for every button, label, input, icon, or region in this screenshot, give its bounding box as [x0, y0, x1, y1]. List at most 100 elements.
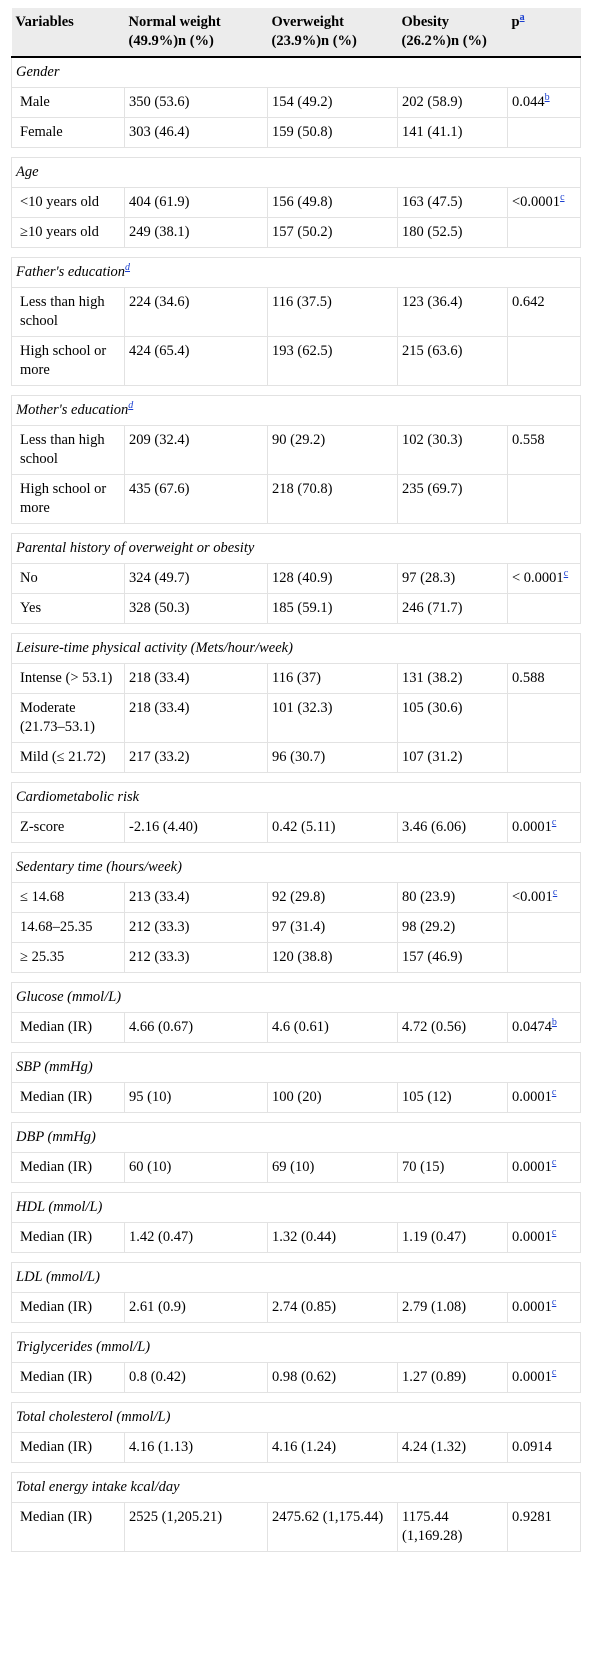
cell-value: 2.61 (0.9) — [129, 1299, 186, 1315]
header-cell: Obesity (26.2%)n (%) — [397, 8, 508, 58]
data-row: Median (IR) 4.16 (1.13) 4.16 (1.24) 4.24 (1… — [11, 1432, 581, 1463]
section-title-text: SBP (mmHg) — [16, 1059, 93, 1075]
value-cell: 1175.44 (1,169.28) — [397, 1502, 508, 1552]
footnote-ref: c — [552, 1297, 556, 1308]
value-cell: 98 (29.2) — [397, 912, 508, 943]
footnote-link[interactable]: c — [551, 1157, 557, 1169]
value-cell: 0.0001c — [507, 1082, 581, 1113]
section-title-text: Leisure-time physical activity (Mets/hou… — [16, 640, 293, 656]
value-cell: 213 (33.4) — [124, 882, 268, 913]
cell-value: 435 (67.6) — [129, 481, 190, 497]
cell-value: 0.42 (5.11) — [272, 819, 336, 835]
row-label: Less than high school — [20, 294, 105, 329]
row-label: <10 years old — [20, 194, 100, 210]
value-cell: 157 (50.2) — [267, 217, 398, 248]
cell-value: 235 (69.7) — [402, 481, 463, 497]
row-label: Female — [20, 124, 63, 140]
footnote-link[interactable]: d — [128, 400, 134, 412]
cell-value: 4.66 (0.67) — [129, 1019, 194, 1035]
value-cell: 90 (29.2) — [267, 425, 398, 475]
footnote-link[interactable]: c — [551, 1087, 557, 1099]
cell-value: 404 (61.9) — [129, 194, 190, 210]
value-cell: 2475.62 (1,175.44) — [267, 1502, 398, 1552]
spacer-row — [11, 247, 581, 258]
section-title-text: Age — [16, 164, 39, 180]
value-cell: 180 (52.5) — [397, 217, 508, 248]
value-cell: 120 (38.8) — [267, 942, 398, 973]
footnote-link[interactable]: c — [563, 568, 569, 580]
section-title: Total energy intake kcal/day — [11, 1472, 581, 1503]
footnote-ref: d — [125, 262, 130, 273]
spacer-cell — [11, 1042, 581, 1053]
footnote-link[interactable]: c — [552, 887, 558, 899]
value-cell: 95 (10) — [124, 1082, 268, 1113]
footnote-ref: c — [552, 1087, 556, 1098]
footnote-link[interactable]: b — [544, 92, 550, 104]
value-cell — [507, 117, 581, 148]
value-cell: 0.0001c — [507, 1292, 581, 1323]
row-label-cell: Median (IR) — [11, 1292, 125, 1323]
value-cell: 100 (20) — [267, 1082, 398, 1113]
value-cell: 0.9281 — [507, 1502, 581, 1552]
spacer-cell — [11, 772, 581, 783]
value-cell: 303 (46.4) — [124, 117, 268, 148]
value-cell: 202 (58.9) — [397, 87, 508, 118]
spacer-row — [11, 385, 581, 396]
data-row: Median (IR) 60 (10) 69 (10) 70 (15) 0.0001c — [11, 1152, 581, 1183]
section-title-text: Father's education — [16, 264, 126, 280]
cell-value: 0.0474 — [512, 1019, 552, 1035]
section-row: Leisure-time physical activity (Mets/hou… — [11, 633, 581, 664]
value-cell: 0.0474b — [507, 1012, 581, 1043]
value-cell: 60 (10) — [124, 1152, 268, 1183]
footnote-link[interactable]: c — [560, 192, 565, 204]
section-row: Gender — [11, 56, 581, 88]
section-title-text: Gender — [16, 64, 60, 80]
table-body: Gender Male 350 (53.6) 154 (49.2) 202 (58.9)… — [11, 56, 581, 1552]
data-row: Moderate (21.73–53.1) 218 (33.4) 101 (32.3… — [11, 693, 581, 743]
row-label-cell: High school or more — [11, 336, 125, 386]
footnote-link[interactable]: c — [551, 1227, 557, 1239]
value-cell: 435 (67.6) — [124, 474, 268, 524]
value-cell: 2.74 (0.85) — [267, 1292, 398, 1323]
value-cell: 70 (15) — [397, 1152, 508, 1183]
cell-value: 157 (50.2) — [272, 224, 333, 240]
row-label: High school or more — [20, 343, 107, 378]
spacer-row — [11, 1322, 581, 1333]
value-cell: 324 (49.7) — [124, 563, 268, 594]
cell-value: 0.8 (0.42) — [129, 1369, 186, 1385]
cell-value: 163 (47.5) — [402, 194, 463, 210]
row-label: Median (IR) — [20, 1369, 93, 1385]
spacer-row — [11, 1392, 581, 1403]
spacer-row — [11, 1462, 581, 1473]
row-label: ≥10 years old — [20, 224, 99, 240]
section-title-text: Mother's education — [16, 402, 129, 418]
footnote-link[interactable]: a — [519, 12, 525, 24]
cell-value: 218 (33.4) — [129, 700, 190, 716]
cell-value: 4.6 (0.61) — [272, 1019, 329, 1035]
footnote-link[interactable]: c — [551, 1367, 557, 1379]
footnote-link[interactable]: d — [125, 262, 131, 274]
data-row: Median (IR) 2525 (1,205.21) 2475.62 (1,175… — [11, 1502, 581, 1552]
section-title: Gender — [11, 56, 581, 88]
cell-value: 101 (32.3) — [272, 700, 333, 716]
value-cell: 218 (70.8) — [267, 474, 398, 524]
value-cell: 159 (50.8) — [267, 117, 398, 148]
row-label: Intense (> 53.1) — [20, 670, 113, 686]
cell-value: 193 (62.5) — [272, 343, 333, 359]
value-cell: 92 (29.8) — [267, 882, 398, 913]
row-label-cell: Median (IR) — [11, 1152, 125, 1183]
cell-value: 2.74 (0.85) — [272, 1299, 337, 1315]
footnote-link[interactable]: c — [551, 1297, 557, 1309]
row-label: Median (IR) — [20, 1229, 93, 1245]
footnote-link[interactable]: c — [551, 817, 557, 829]
cell-value: 1.42 (0.47) — [129, 1229, 194, 1245]
value-cell: 105 (12) — [397, 1082, 508, 1113]
value-cell — [507, 593, 581, 624]
footnote-link[interactable]: b — [551, 1017, 557, 1029]
value-cell: 101 (32.3) — [267, 693, 398, 743]
spacer-cell — [11, 1392, 581, 1403]
value-cell: 80 (23.9) — [397, 882, 508, 913]
spacer-row — [11, 1042, 581, 1053]
section-title: SBP (mmHg) — [11, 1052, 581, 1083]
value-cell: 154 (49.2) — [267, 87, 398, 118]
